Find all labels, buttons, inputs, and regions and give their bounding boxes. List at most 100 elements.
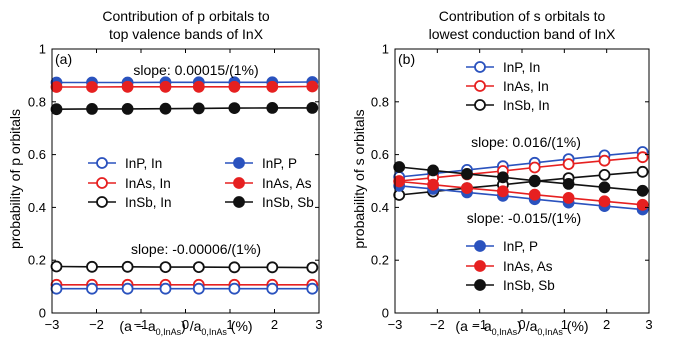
legend-label-inp-in: InP, In <box>125 156 162 171</box>
legend-label-insb-in: InSb, In <box>125 195 172 210</box>
legend-item-inp-p: InP, P <box>225 156 297 171</box>
data-point-a-inas-as-6 <box>266 80 279 93</box>
data-point-b-inas-as-7 <box>636 198 649 211</box>
legend-label-b-inas-in: InAs, In <box>503 79 549 94</box>
x-tick-label-b-2: −1 <box>472 317 487 332</box>
panel-a-label: (a) <box>55 51 72 67</box>
panel-b-xlabel: (a − a0,InAs) /a0,InAs (%) <box>455 318 588 337</box>
y-tick-label-b-0: 0 <box>382 306 389 321</box>
panel-a-ylabel: probability of p orbitals <box>7 109 23 249</box>
panel-b-ylabel: probability of s orbitals <box>351 109 367 248</box>
panel-b: Contribution of s orbitals to lowest con… <box>351 8 653 337</box>
legend-label-inas-as: InAs, As <box>262 176 312 191</box>
data-point-a-inas-as-0 <box>50 81 63 93</box>
data-point-a-insb-sb-0 <box>50 103 63 116</box>
data-point-a-inp-in-4 <box>192 282 205 295</box>
data-point-b-insb-sb-3 <box>496 171 509 184</box>
data-point-b-insb-sb-2 <box>461 167 473 180</box>
x-tick-label-b-6: 3 <box>645 317 652 332</box>
series-line-a-insb-sb <box>56 107 313 110</box>
data-point-a-insb-in-3 <box>159 261 172 274</box>
y-tick-label-a-3: 0.6 <box>28 147 46 162</box>
data-point-a-insb-in-1 <box>86 260 98 273</box>
data-point-a-insb-sb-7 <box>306 102 319 114</box>
data-point-b-inas-as-1 <box>427 178 440 191</box>
data-point-b-insb-in-6 <box>598 168 611 181</box>
data-point-b-inas-as-2 <box>461 182 473 195</box>
legend-marker-insb-in <box>96 196 108 208</box>
legend-item-b-inp-p: InP, P <box>466 239 538 254</box>
data-point-a-inas-as-4 <box>192 80 205 93</box>
legend-item-inp-in: InP, In <box>88 156 162 171</box>
panel-b-title-line-1: Contribution of s orbitals to <box>439 8 606 24</box>
data-point-b-inas-as-3 <box>496 185 509 198</box>
legend-label-insb-sb: InSb, Sb <box>262 195 314 210</box>
legend-item-b-insb-sb: InSb, Sb <box>466 278 555 293</box>
data-point-a-insb-sb-4 <box>192 102 205 115</box>
legend-marker-inp-p <box>233 157 245 169</box>
y-tick-label-a-5: 1 <box>39 42 46 57</box>
data-point-a-inas-as-3 <box>159 80 172 93</box>
data-point-b-inas-in-5 <box>562 158 575 171</box>
legend-marker-b-insb-sb <box>474 279 486 291</box>
x-tick-label-b-1: −2 <box>430 317 445 332</box>
legend-label-inas-in: InAs, In <box>125 176 171 191</box>
panel-b-label: (b) <box>398 51 415 67</box>
data-point-b-inas-as-0 <box>393 175 406 188</box>
y-tick-label-b-1: 0.2 <box>371 253 389 268</box>
x-tick-label-a-5: 2 <box>271 317 278 332</box>
legend-marker-inas-as <box>233 177 245 189</box>
y-tick-label-b-3: 0.6 <box>371 147 389 162</box>
x-tick-label-b-0: −3 <box>388 317 403 332</box>
legend-marker-b-insb-in <box>474 99 486 111</box>
panel-a: Contribution of p orbitals to top valenc… <box>7 8 323 337</box>
data-point-a-inp-in-5 <box>228 282 241 295</box>
legend-marker-inas-in <box>96 177 108 189</box>
data-point-b-insb-sb-6 <box>598 181 611 194</box>
y-tick-label-b-2: 0.4 <box>371 200 389 215</box>
panel-a-legend: InP, In InP, P InAs, In InAs, As InSb, I <box>88 156 314 210</box>
legend-marker-b-inas-as <box>474 260 486 272</box>
y-tick-label-a-0: 0 <box>39 306 46 321</box>
y-tick-label-a-1: 0.2 <box>28 253 46 268</box>
y-tick-label-a-2: 0.4 <box>28 200 46 215</box>
series-line-a-inas-as <box>56 85 313 88</box>
data-point-a-insb-in-2 <box>121 260 134 273</box>
legend-item-b-inas-in: InAs, In <box>466 79 549 94</box>
legend-label-b-insb-in: InSb, In <box>503 98 550 113</box>
data-point-a-insb-in-4 <box>192 261 205 274</box>
legend-label-b-inas-as: InAs, As <box>503 259 553 274</box>
panel-a-slope-annotation-bottom: slope: -0.00006/(1%) <box>131 241 261 257</box>
data-point-a-insb-sb-5 <box>228 102 241 114</box>
data-point-b-insb-sb-0 <box>393 161 406 173</box>
data-point-a-insb-sb-3 <box>159 102 172 115</box>
legend-label-b-insb-sb: InSb, Sb <box>503 278 555 293</box>
data-point-b-inas-in-7 <box>636 151 649 164</box>
data-point-a-insb-in-0 <box>50 260 63 273</box>
data-point-b-inas-in-4 <box>528 161 541 174</box>
legend-marker-b-inp-in <box>474 61 486 73</box>
data-point-a-inas-as-7 <box>306 80 319 93</box>
legend-label-b-inp-p: InP, P <box>503 239 538 254</box>
data-point-b-inas-as-6 <box>598 195 611 208</box>
legend-label-inp-p: InP, P <box>262 156 297 171</box>
x-tick-label-a-2: −1 <box>134 317 149 332</box>
panel-b-title-line-2: lowest conduction band of InX <box>429 26 616 42</box>
data-point-a-inas-as-5 <box>228 80 241 93</box>
data-point-a-inp-in-2 <box>121 282 134 295</box>
panel-b-legend-top: InP, In InAs, In InSb, In <box>466 60 550 113</box>
y-tick-label-a-4: 0.8 <box>28 94 46 109</box>
legend-item-b-inp-in: InP, In <box>466 60 540 75</box>
data-point-a-inp-in-0 <box>50 282 63 295</box>
data-point-b-insb-sb-5 <box>562 177 575 190</box>
data-point-a-insb-in-6 <box>266 261 279 274</box>
panel-b-slope-annotation-top: slope: 0.016/(1%) <box>471 134 581 150</box>
legend-item-inas-as: InAs, As <box>225 176 312 191</box>
data-point-a-inp-in-7 <box>306 282 319 295</box>
legend-item-insb-in: InSb, In <box>88 195 172 210</box>
panel-a-plot: −3 −2 −1 0 1 2 3 0 0.2 0.4 0.6 0.8 1 <box>28 42 323 333</box>
panel-a-xlabel: (a − a0,InAs) /a0,InAs (%) <box>119 318 252 337</box>
data-point-b-insb-sb-1 <box>427 164 440 177</box>
data-point-b-inas-as-5 <box>562 191 575 204</box>
